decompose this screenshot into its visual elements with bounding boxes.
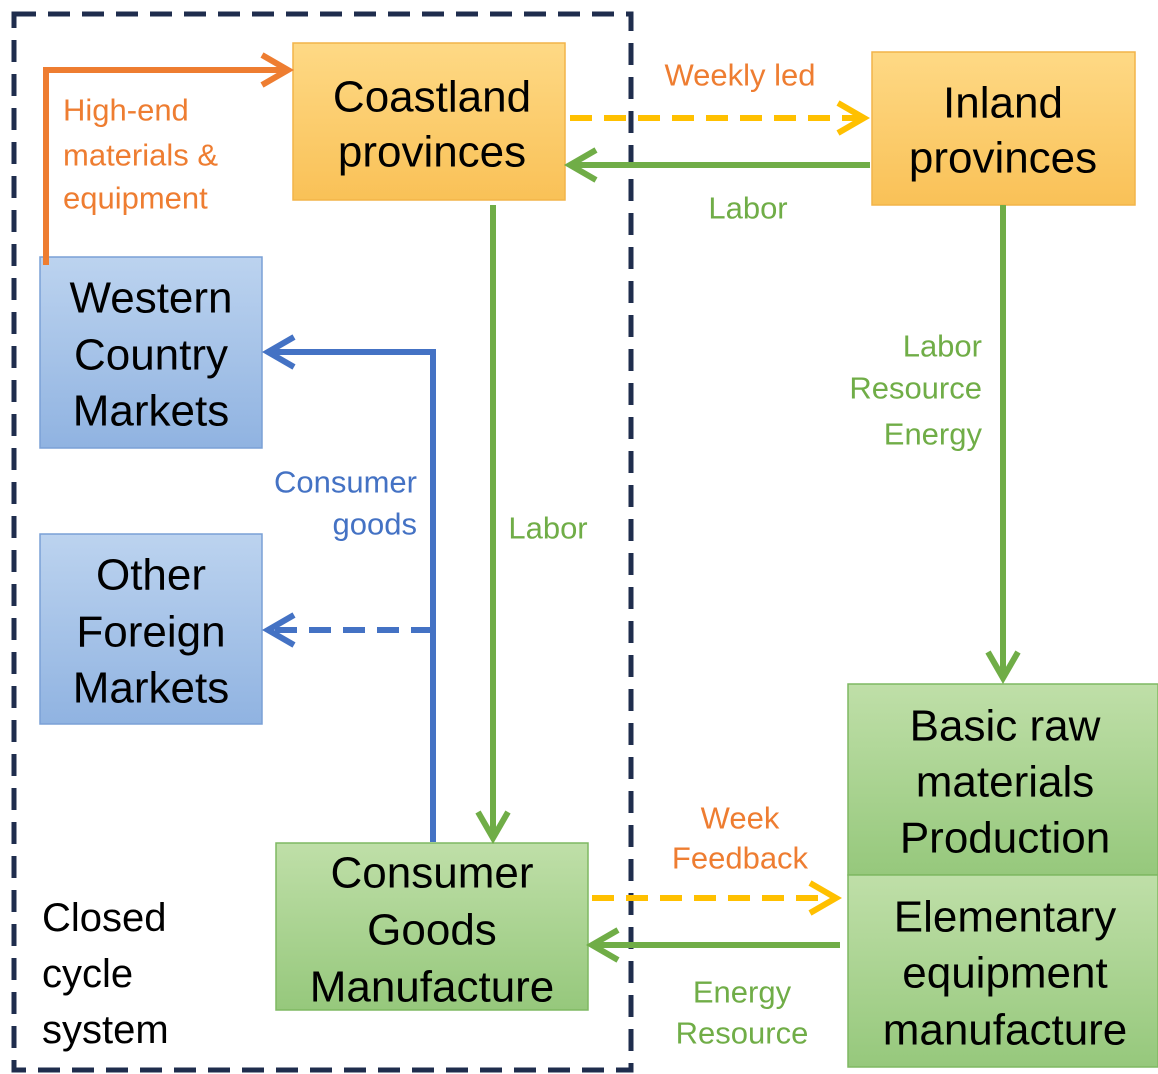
node-label: Elementary	[894, 893, 1117, 942]
edge-labels: High-end materials & equipment Weekly le…	[63, 58, 982, 1051]
edge-label: goods	[333, 507, 417, 542]
node-label: materials	[916, 758, 1095, 807]
edge-label: Consumer	[274, 465, 417, 500]
node-label: manufacture	[883, 1006, 1128, 1055]
edge-label: Week	[701, 801, 780, 836]
boxes	[39, 42, 1158, 1068]
edge-label: Labor	[508, 511, 587, 546]
note: Closed cycle system	[42, 896, 169, 1052]
edge-label: Resource	[676, 1016, 809, 1051]
node-label: Coastland	[333, 73, 531, 122]
edge-label: Labor	[708, 191, 787, 226]
closed-cycle-boundary	[11, 11, 634, 1073]
node-label: Country	[74, 331, 228, 380]
edge-label: materials &	[63, 138, 218, 173]
node-label: provinces	[338, 128, 526, 177]
node-label: Manufacture	[310, 963, 555, 1012]
node-label: Foreign	[76, 608, 225, 657]
node-label: Consumer	[331, 849, 534, 898]
arrows	[43, 52, 1021, 963]
node-label: Inland	[943, 79, 1063, 128]
edge-label: Energy	[693, 975, 792, 1010]
node-label: Other	[96, 551, 206, 600]
node-label: provinces	[909, 134, 1097, 183]
node-label: Goods	[367, 906, 497, 955]
node-label: Markets	[73, 664, 229, 713]
edge-label: equipment	[63, 181, 208, 216]
edge-label: High-end	[63, 93, 189, 128]
node-label: Markets	[73, 387, 229, 436]
edge-label: Feedback	[672, 841, 809, 876]
edge-label: Weekly led	[664, 58, 815, 93]
edge-label: Labor	[903, 329, 982, 364]
node-label: Basic raw	[910, 702, 1101, 751]
edge-label: Energy	[884, 417, 983, 452]
node-label: equipment	[902, 949, 1107, 998]
node-labels: Coastland provinces Inland provinces Wes…	[69, 73, 1127, 1055]
edge-label: Resource	[849, 371, 982, 406]
note-text: cycle	[42, 952, 133, 996]
node-label: Production	[900, 814, 1110, 863]
note-text: Closed	[42, 896, 167, 940]
node-label: Western	[69, 274, 232, 323]
note-text: system	[42, 1008, 169, 1052]
